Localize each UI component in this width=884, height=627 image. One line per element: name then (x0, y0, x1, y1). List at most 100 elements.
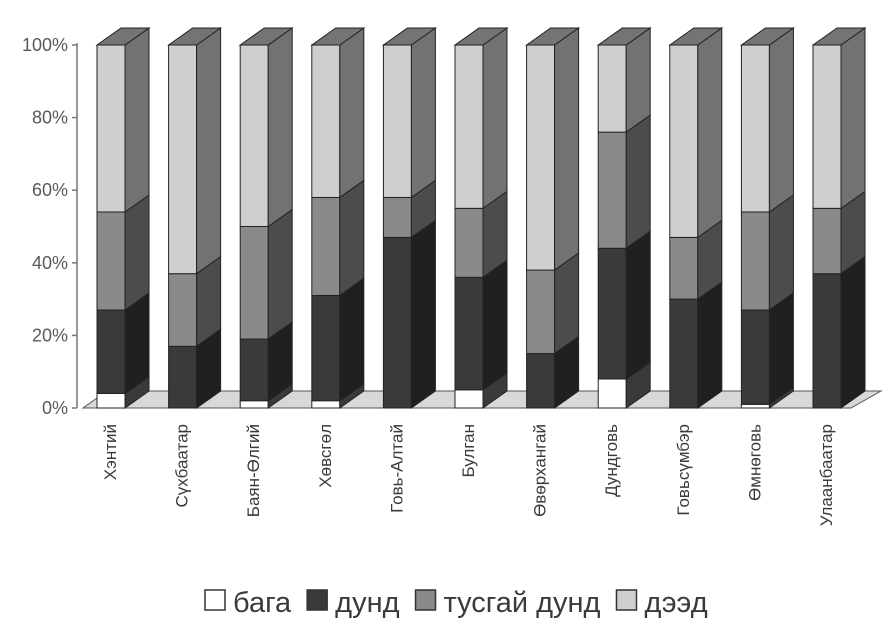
bar-side (339, 277, 365, 402)
bar-front (311, 400, 341, 409)
bar-segment (239, 208, 293, 340)
bar-side (554, 27, 580, 272)
bar-top (381, 27, 437, 46)
bar-segment (96, 194, 150, 311)
y-tick-label: 40% (32, 253, 68, 273)
bar-side (840, 27, 866, 210)
legend-swatch (306, 589, 328, 611)
legend-item: дунд (306, 587, 400, 619)
bar-segment (597, 114, 651, 250)
category-label: Баян-Өлгий (244, 424, 263, 517)
bar-front (96, 44, 126, 213)
bar-side (267, 27, 293, 228)
bar-segment (454, 27, 508, 210)
bar-side (124, 292, 150, 395)
bar-front (669, 236, 699, 300)
bar-front (311, 294, 341, 402)
bar-front (812, 273, 842, 409)
bar-top (453, 27, 509, 46)
y-axis: 0% 20% 40% 60% 80% 100% (22, 35, 78, 418)
bar-group (811, 27, 867, 409)
bar-side (697, 27, 723, 239)
bar-side (124, 27, 150, 213)
bar-top (525, 27, 581, 46)
bar-side (768, 194, 794, 311)
bars (95, 27, 867, 409)
bar-group (596, 27, 652, 409)
category-label: Говь-Алтай (387, 424, 406, 513)
bar-segment (526, 335, 580, 409)
category-label: Сүхбаатар (173, 424, 192, 507)
bar-front (239, 226, 269, 340)
bar-top (95, 27, 151, 46)
bar-front (597, 131, 627, 249)
legend-item: тусгай дунд (414, 587, 601, 619)
bar-segment (382, 219, 436, 409)
bar-group (668, 27, 724, 409)
category-label: Говьсүмбэр (674, 424, 693, 516)
legend-label: бага (233, 587, 292, 619)
bar-group (95, 27, 151, 409)
bar-group (310, 27, 366, 409)
bar-side (625, 27, 651, 134)
bar-side (697, 281, 723, 409)
bar-side (554, 252, 580, 355)
category-label: Өмнөговь (745, 424, 764, 501)
bar-front (740, 403, 770, 409)
bar-segment (311, 277, 365, 402)
bar-side (196, 27, 222, 275)
bar-front (812, 44, 842, 209)
bar-front (311, 196, 341, 296)
legend-swatch (204, 589, 226, 611)
bar-segment (526, 252, 580, 355)
bar-front (669, 44, 699, 238)
legend-label: дунд (335, 587, 399, 619)
bar-front (168, 44, 198, 275)
bar-side (339, 179, 365, 297)
bar-side (768, 27, 794, 213)
bar-front (96, 309, 126, 394)
bar-segment (96, 292, 150, 395)
bar-side (482, 259, 508, 391)
bar-group (238, 27, 294, 409)
bar-top (596, 27, 652, 46)
bar-side (768, 292, 794, 406)
bar-segment (740, 292, 794, 406)
category-labels: Хэнтий Сүхбаатар Баян-Өлгий Хөвсгөл Говь-Алт… (101, 424, 836, 526)
bar-group (381, 27, 437, 409)
bar-side (482, 27, 508, 210)
legend-swatch (615, 589, 638, 611)
bar-segment (168, 328, 222, 409)
bar-front (382, 236, 412, 409)
bar-front (526, 269, 556, 355)
bar-segment (96, 375, 150, 409)
bar-front (812, 207, 842, 275)
bar-front (168, 345, 198, 409)
legend-label: тусгай дунд (444, 587, 601, 619)
bar-side (267, 208, 293, 340)
bar-front (382, 196, 412, 238)
bar-side (410, 219, 436, 409)
bar-front (311, 44, 341, 198)
bar-segment (454, 259, 508, 391)
bar-front (96, 392, 126, 409)
bar-front (239, 338, 269, 402)
bar-top (238, 27, 294, 46)
category-label: Өвөрхангай (531, 424, 550, 517)
bar-front (454, 207, 484, 278)
bar-group (739, 27, 795, 409)
legend-label: дээд (644, 587, 707, 619)
bar-segment (239, 321, 293, 402)
bar-segment (812, 255, 866, 409)
bar-segment (96, 27, 150, 213)
bar-front (597, 247, 627, 380)
bar-side (124, 194, 150, 311)
bar-front (96, 211, 126, 311)
bar-front (526, 353, 556, 409)
category-label: Улаанбаатар (817, 424, 836, 526)
bar-front (597, 378, 627, 409)
bar-front (526, 44, 556, 271)
bar-segment (597, 230, 651, 380)
category-label: Дундговь (602, 424, 621, 497)
